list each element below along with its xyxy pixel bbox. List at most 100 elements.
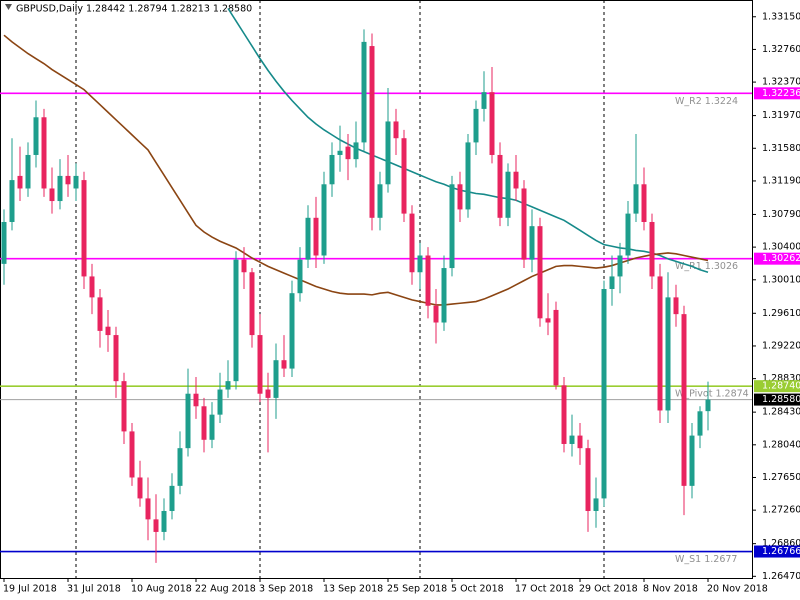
candle-body: [201, 406, 207, 440]
candle-body: [241, 259, 247, 273]
level-name: W_S1 1.2677: [675, 554, 737, 565]
candle-body: [697, 411, 703, 436]
candle-body: [97, 297, 103, 331]
candle-body: [465, 142, 471, 210]
candle-body: [289, 293, 295, 369]
candle-body: [617, 255, 623, 277]
candle-body: [449, 184, 455, 269]
level-name: W_R1 1.3026: [675, 261, 738, 272]
y-tick-label: 1.30010: [762, 274, 800, 285]
candle-body: [497, 154, 503, 218]
candle-body: [337, 150, 343, 155]
y-tick-label: 1.28430: [762, 407, 800, 418]
y-tick-label: 1.27260: [762, 505, 800, 516]
level-tag-label: 1.32236: [762, 88, 800, 99]
level-tag: [754, 545, 800, 558]
candle-body: [401, 138, 407, 214]
y-tick-label: 1.33150: [762, 11, 800, 22]
candle-body: [505, 171, 511, 218]
candle-body: [513, 171, 519, 189]
candle-body: [177, 448, 183, 486]
candle-body: [433, 305, 439, 323]
level-tag-label: 1.30262: [762, 253, 800, 264]
candle-body: [129, 431, 135, 478]
candle-body: [665, 297, 671, 411]
candle-body: [441, 268, 447, 323]
candle-body: [329, 154, 335, 185]
candle-body: [257, 335, 263, 394]
y-tick-label: 1.32370: [762, 77, 800, 88]
candle-body: [225, 381, 231, 390]
y-tick-label: 1.31970: [762, 110, 800, 121]
y-tick-label: 1.26470: [762, 571, 800, 582]
level-tag: [754, 87, 800, 100]
candle-body: [153, 519, 159, 532]
y-tick-label: 1.29220: [762, 340, 800, 351]
current-price-tag: [754, 393, 800, 406]
level-tag-label: 1.28740: [762, 381, 800, 392]
candle-body: [489, 92, 495, 155]
candle-body: [265, 389, 271, 398]
x-tick-label: 19 Jul 2018: [3, 584, 57, 595]
candle-body: [673, 297, 679, 315]
y-tick-label: 1.28830: [762, 373, 800, 384]
candle-body: [305, 217, 311, 260]
candle-body: [393, 121, 399, 139]
candle-body: [353, 142, 359, 160]
plot-frame: [0, 0, 753, 579]
candle-body: [49, 188, 55, 202]
candle-body: [233, 259, 239, 382]
candle-body: [417, 255, 423, 273]
level-name: W_Pivot 1.2874: [675, 389, 749, 400]
candle-body: [689, 435, 695, 486]
y-tick-label: 1.30400: [762, 242, 800, 253]
moving-average: [3, 34, 709, 306]
candle-body: [521, 188, 527, 260]
candle-body: [313, 217, 319, 256]
candle-body: [185, 393, 191, 449]
x-tick-label: 25 Sep 2018: [387, 584, 447, 595]
candle-body: [145, 498, 151, 520]
candle-body: [137, 477, 143, 499]
candle-body: [1, 221, 7, 264]
candle-body: [81, 180, 87, 277]
x-tick-label: 29 Oct 2018: [579, 584, 638, 595]
candle-body: [161, 510, 167, 532]
candle-body: [217, 389, 223, 415]
candle-body: [601, 289, 607, 499]
y-tick-label: 1.30790: [762, 209, 800, 220]
level-name: W_R2 1.3224: [675, 96, 738, 107]
candle-body: [625, 213, 631, 256]
candle-body: [425, 255, 431, 306]
level-tag: [754, 252, 800, 265]
candle-body: [17, 175, 23, 189]
candle-body: [113, 335, 119, 382]
candle-body: [409, 213, 415, 273]
candle-body: [73, 175, 79, 189]
x-tick-label: 3 Sep 2018: [259, 584, 313, 595]
x-tick-label: 13 Sep 2018: [323, 584, 383, 595]
candle-body: [545, 318, 551, 323]
candle-body: [57, 175, 63, 202]
level-tag-label: 1.26766: [762, 546, 800, 557]
candle-body: [89, 276, 95, 298]
y-tick-label: 1.31580: [762, 143, 800, 154]
candle-body: [209, 414, 215, 440]
candle-body: [481, 92, 487, 109]
x-tick-label: 20 Nov 2018: [707, 584, 768, 595]
candle-body: [281, 360, 287, 369]
candle-body: [33, 117, 39, 155]
x-tick-label: 31 Jul 2018: [67, 584, 121, 595]
candle-body: [193, 393, 199, 407]
candle-body: [585, 448, 591, 511]
candle-body: [593, 498, 599, 511]
candle-body: [169, 485, 175, 511]
candle-body: [529, 226, 535, 260]
candle-body: [657, 276, 663, 411]
candle-body: [25, 154, 31, 189]
candle-body: [609, 276, 615, 289]
y-tick-label: 1.32760: [762, 44, 800, 55]
symbol-icon: [5, 4, 12, 10]
